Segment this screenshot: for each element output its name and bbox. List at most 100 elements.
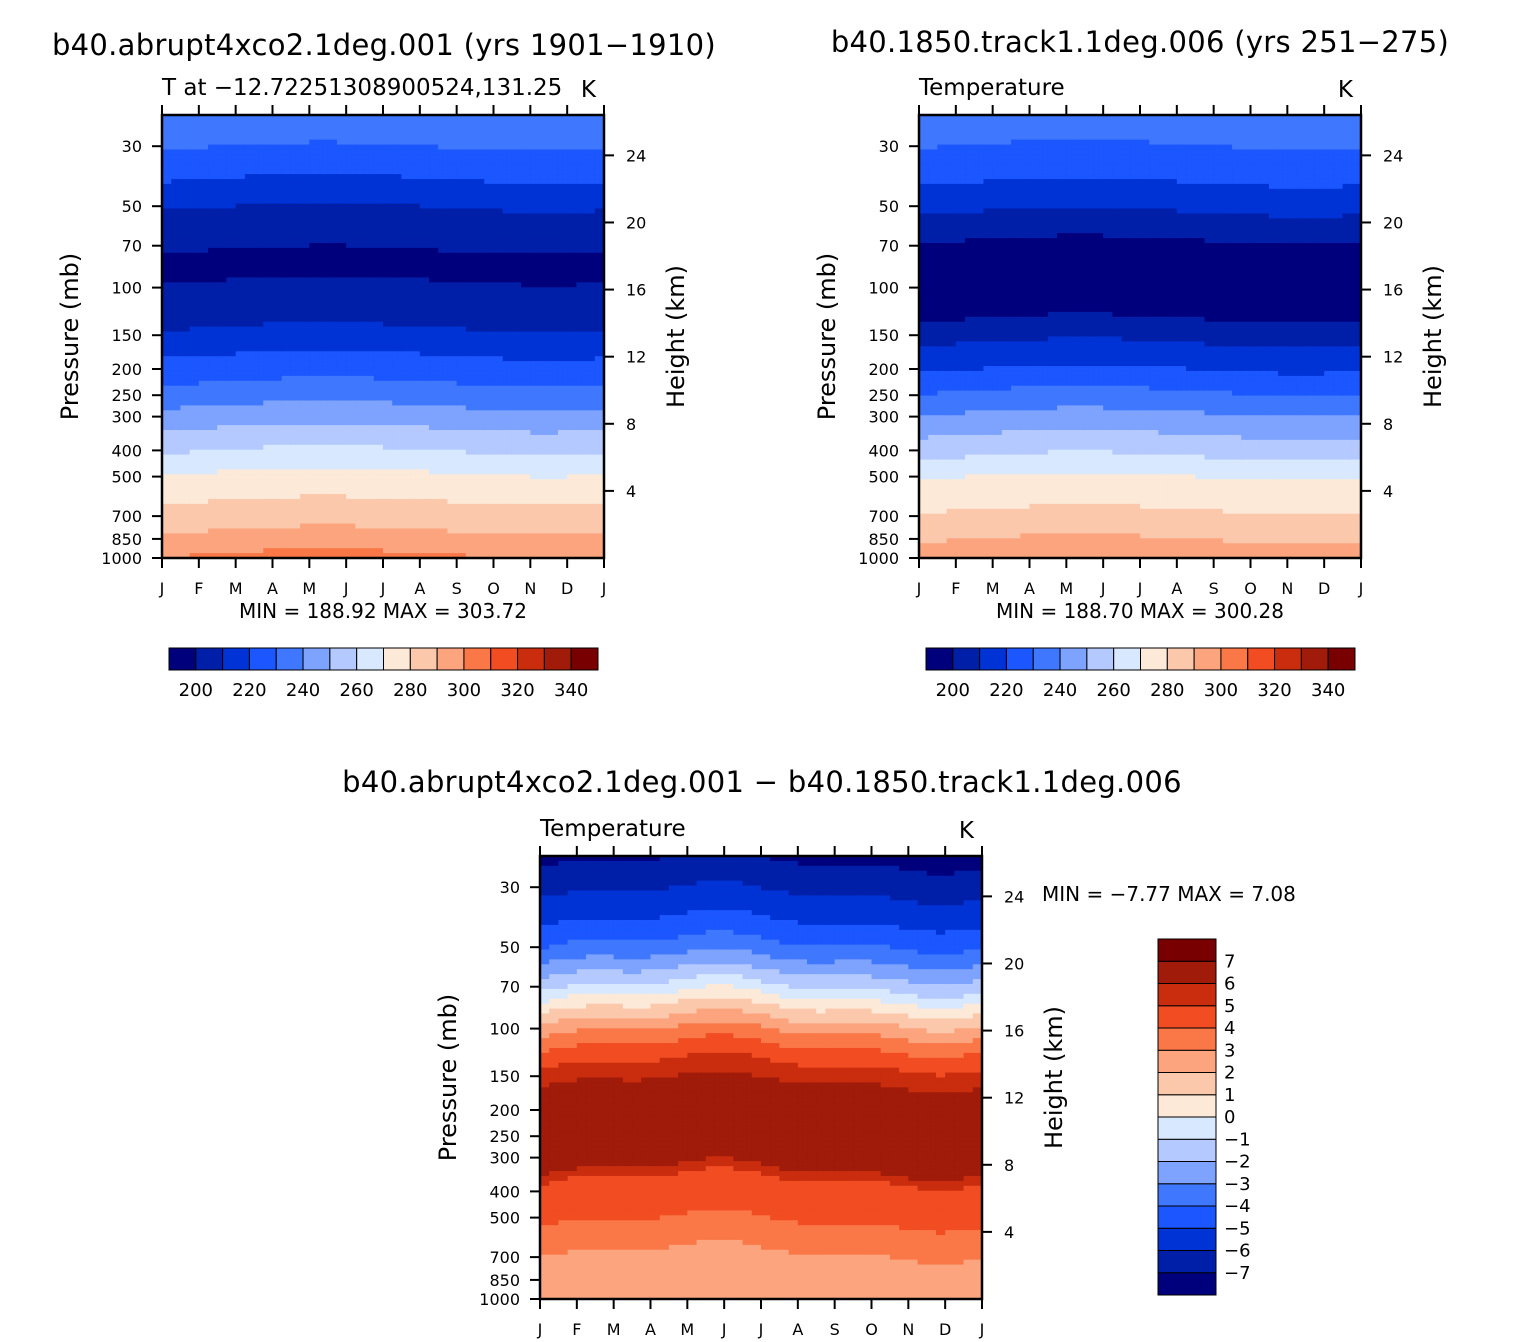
contour-cell	[226, 430, 237, 436]
contour-cell	[567, 252, 577, 259]
contour-cell	[410, 311, 421, 318]
contour-cell	[254, 321, 264, 328]
contour-cell	[346, 508, 356, 515]
contour-cell	[447, 297, 458, 303]
contour-cell	[272, 484, 283, 490]
contour-cell	[272, 262, 283, 269]
contour-cell	[955, 203, 966, 210]
contour-cell	[392, 188, 403, 195]
contour-cell	[465, 119, 476, 126]
contour-cell	[318, 370, 329, 377]
contour-cell	[585, 370, 596, 377]
contour-cell	[355, 395, 366, 402]
contour-cell	[318, 203, 329, 210]
contour-cell	[189, 430, 200, 436]
contour-cell	[198, 523, 209, 530]
contour-cell	[318, 242, 329, 249]
contour-cell	[410, 242, 421, 249]
contour-cell	[919, 425, 929, 431]
contour-cell	[511, 366, 522, 372]
contour-cell	[327, 238, 338, 244]
contour-cell	[162, 188, 172, 195]
contour-cell	[484, 178, 495, 185]
contour-cell	[300, 464, 310, 470]
contour-cell	[465, 449, 476, 456]
contour-cell	[300, 469, 310, 475]
contour-cell	[456, 213, 467, 219]
contour-cell	[189, 533, 200, 539]
contour-cell	[290, 425, 301, 431]
contour-cell	[928, 538, 939, 544]
contour-cell	[594, 183, 605, 190]
contour-cell	[475, 203, 485, 210]
contour-cell	[465, 297, 476, 303]
contour-cell	[235, 257, 246, 264]
contour-cell	[429, 174, 439, 180]
contour-cell	[919, 159, 929, 165]
contour-cell	[217, 247, 228, 254]
contour-cell	[484, 356, 495, 362]
contour-cell	[594, 484, 605, 490]
contour-cell	[171, 420, 182, 426]
contour-cell	[539, 159, 550, 165]
contour-cell	[419, 306, 430, 313]
contour-cell	[539, 257, 550, 264]
contour-cell	[383, 238, 393, 244]
contour-cell	[318, 405, 329, 411]
contour-cell	[198, 508, 209, 515]
contour-cell	[401, 538, 412, 544]
contour-cell	[502, 252, 513, 259]
contour-cell	[548, 223, 559, 229]
contour-cell	[502, 242, 513, 249]
contour-cell	[447, 306, 458, 313]
contour-cell	[465, 193, 476, 200]
contour-cell	[576, 400, 587, 407]
contour-cell	[208, 410, 218, 416]
contour-cell	[290, 513, 301, 520]
contour-cell	[383, 405, 393, 411]
contour-cell	[548, 528, 559, 534]
contour-cell	[254, 459, 264, 466]
contour-cell	[226, 366, 237, 372]
contour-cell	[392, 380, 403, 387]
contour-cell	[327, 139, 338, 146]
contour-cell	[281, 247, 292, 254]
contour-cell	[965, 164, 975, 170]
contour-cell	[928, 341, 939, 347]
contour-cell	[217, 410, 228, 416]
contour-cell	[208, 331, 218, 338]
contour-cell	[180, 238, 191, 244]
contour-cell	[364, 341, 375, 347]
contour-cell	[511, 528, 522, 534]
contour-cell	[346, 494, 356, 500]
contour-cell	[410, 208, 421, 215]
contour-cell	[585, 336, 596, 343]
contour-cell	[373, 420, 384, 426]
contour-cell	[180, 508, 191, 515]
contour-cell	[198, 242, 209, 249]
contour-cell	[263, 444, 274, 451]
contour-cell	[327, 513, 338, 520]
contour-cell	[511, 479, 522, 485]
contour-cell	[401, 341, 412, 347]
contour-cell	[162, 134, 172, 141]
contour-cell	[475, 415, 485, 421]
contour-cell	[567, 302, 577, 308]
contour-cell	[355, 198, 366, 205]
contour-cell	[171, 228, 182, 234]
contour-cell	[300, 198, 310, 205]
contour-cell	[373, 297, 384, 303]
contour-cell	[272, 129, 283, 136]
contour-cell	[226, 282, 237, 288]
contour-cell	[401, 523, 412, 530]
contour-cell	[309, 494, 320, 500]
contour-cell	[429, 494, 439, 500]
contour-cell	[557, 129, 568, 136]
contour-cell	[419, 252, 430, 259]
contour-cell	[346, 385, 356, 392]
contour-cell	[530, 548, 541, 554]
contour-cell	[410, 159, 421, 165]
contour-cell	[364, 434, 375, 441]
contour-cell	[263, 469, 274, 475]
contour-cell	[548, 498, 559, 505]
